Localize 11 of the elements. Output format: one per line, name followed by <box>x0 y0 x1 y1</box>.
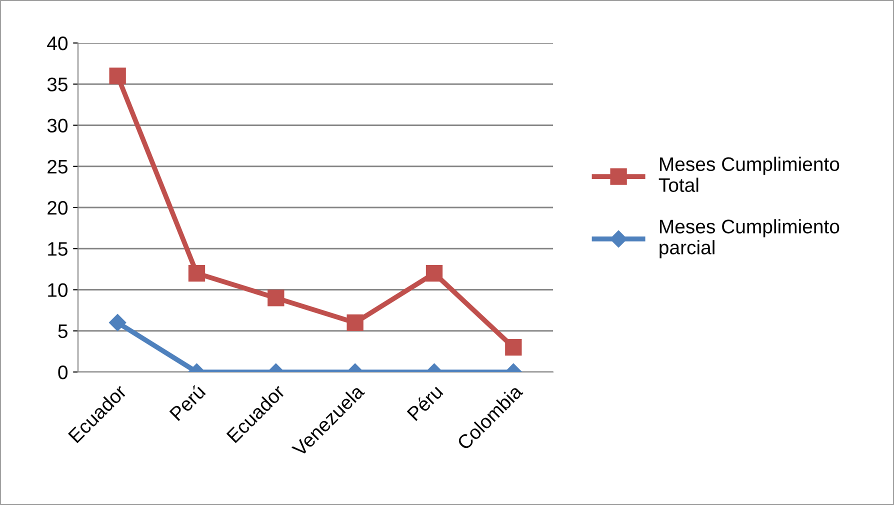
y-tick-label: 35 <box>47 78 68 92</box>
y-tick-label: 10 <box>48 283 68 297</box>
y-tick-label: 20 <box>48 200 68 215</box>
legend-label: Meses Cumplimiento parcial <box>660 219 840 258</box>
y-tick-label: 30 <box>47 118 68 132</box>
y-tick-label: 5 <box>58 324 68 338</box>
y-tick-label: 40 <box>47 36 68 50</box>
y-tick-label: 15 <box>48 242 68 256</box>
y-tick-label: 0 <box>58 365 68 380</box>
legend-label: Meses Cumplimiento Total <box>658 156 840 192</box>
y-tick-label: 25 <box>48 160 68 174</box>
